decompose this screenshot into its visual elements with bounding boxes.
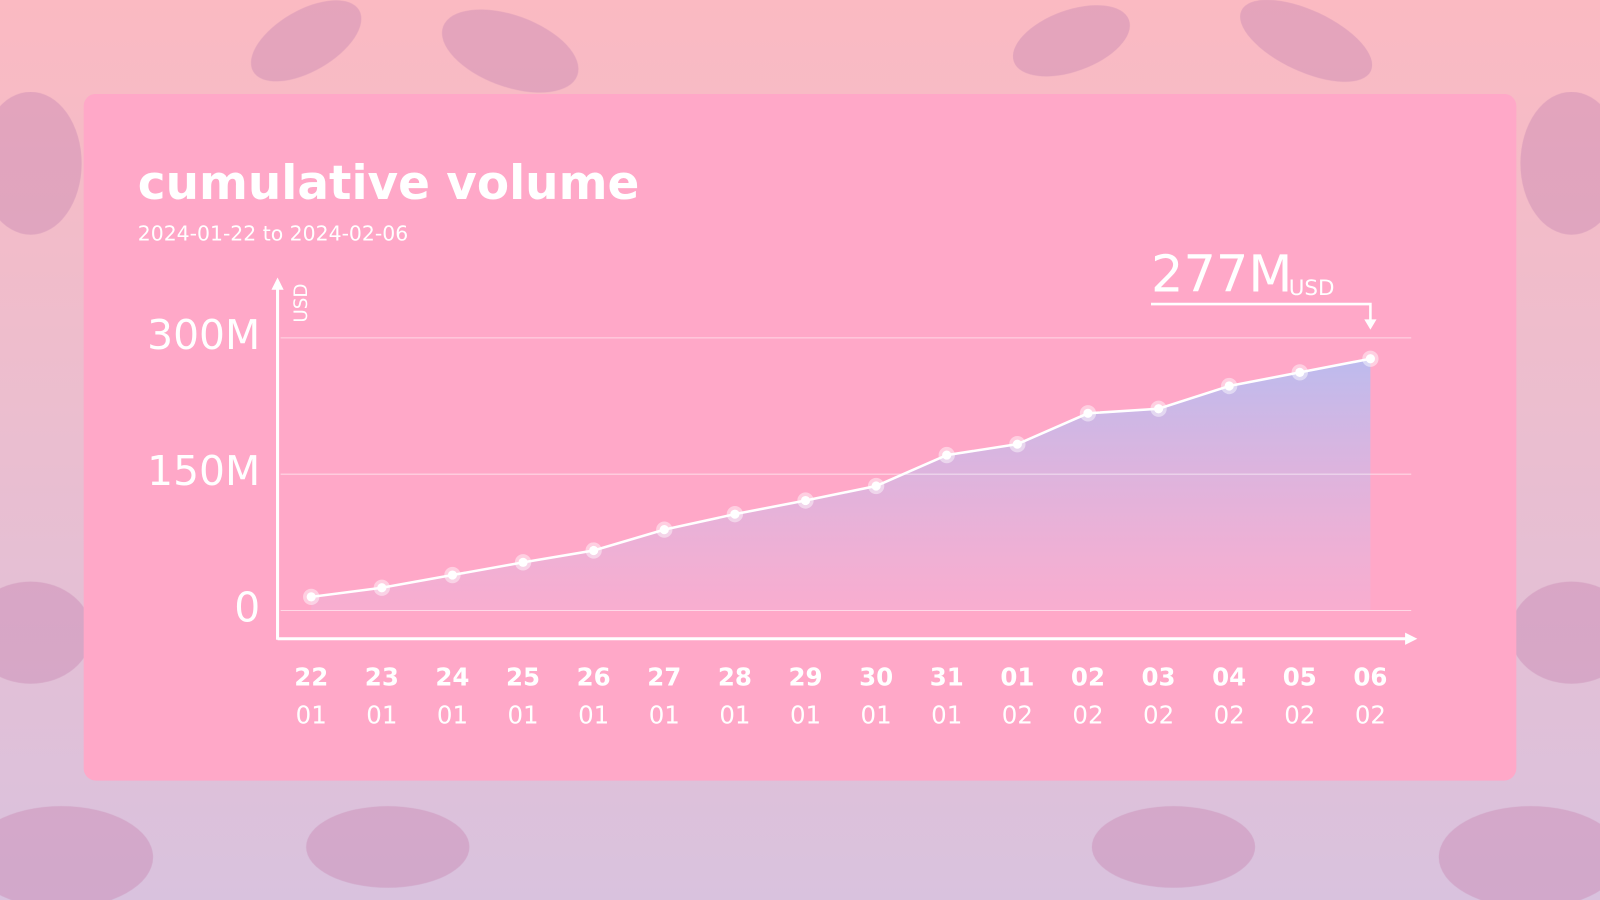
x-tick-month: 01 [578,700,609,729]
annotation-leader [1151,302,1372,323]
point [942,450,952,460]
point [871,481,881,491]
x-tick-day: 25 [506,663,540,692]
point [306,592,316,602]
y-axis-arrow [271,277,284,290]
x-tick-day: 04 [1212,663,1246,692]
annotation-value: 277M [1151,246,1292,305]
line [311,357,1371,599]
x-tick-month: 01 [507,700,538,729]
x-tick-month: 01 [790,700,821,729]
x-tick-month: 02 [1284,700,1315,729]
x-tick-month: 01 [437,700,468,729]
y-tick-label: 150M [147,447,260,495]
point [377,583,387,593]
x-tick-day: 05 [1283,663,1317,692]
point [730,509,740,519]
x-tick-day: 28 [718,663,752,692]
x-tick-day: 24 [435,663,469,692]
x-tick-month: 01 [719,700,750,729]
annotation-unit: USD [1289,276,1335,301]
x-tick-month: 02 [1214,700,1245,729]
point [1153,404,1164,414]
point [1365,354,1375,364]
area [311,358,1371,611]
x-tick-day: 22 [294,663,328,692]
x-tick-month: 02 [1002,700,1033,729]
point [1295,367,1305,377]
x-tick-month: 01 [649,700,680,729]
chart-title: cumulative volume [138,156,640,211]
x-tick-day: 03 [1142,663,1176,692]
chart-subtitle: 2024-01-22 to 2024-02-06 [138,222,408,246]
point [1083,408,1093,418]
point [1012,439,1022,449]
x-tick-month: 02 [1072,700,1103,729]
point [589,545,599,556]
x-tick-day: 30 [859,663,893,692]
x-tick-month: 01 [296,700,327,729]
x-tick-month: 02 [1143,700,1174,729]
x-tick-day: 23 [365,663,399,692]
x-tick-month: 02 [1355,700,1386,729]
x-tick-day: 27 [647,663,681,692]
point [447,570,458,580]
x-tick-month: 01 [861,700,892,729]
y-tick-label: 300M [147,311,260,359]
point [518,557,528,567]
point [659,525,669,535]
x-tick-day: 26 [577,663,611,692]
x-tick-day: 31 [930,663,964,692]
x-tick-day: 06 [1353,663,1387,692]
x-tick-day: 02 [1071,663,1105,692]
point [800,495,811,506]
y-tick-label: 0 [234,583,260,631]
y-axis-label: USD [291,283,312,322]
x-tick-day: 29 [788,663,822,692]
x-tick-month: 01 [366,700,397,729]
x-tick-day: 01 [1000,663,1034,692]
annotation-arrow [1364,319,1377,330]
x-tick-month: 01 [931,700,962,729]
point [1224,381,1234,391]
x-axis-arrow [1405,632,1418,645]
